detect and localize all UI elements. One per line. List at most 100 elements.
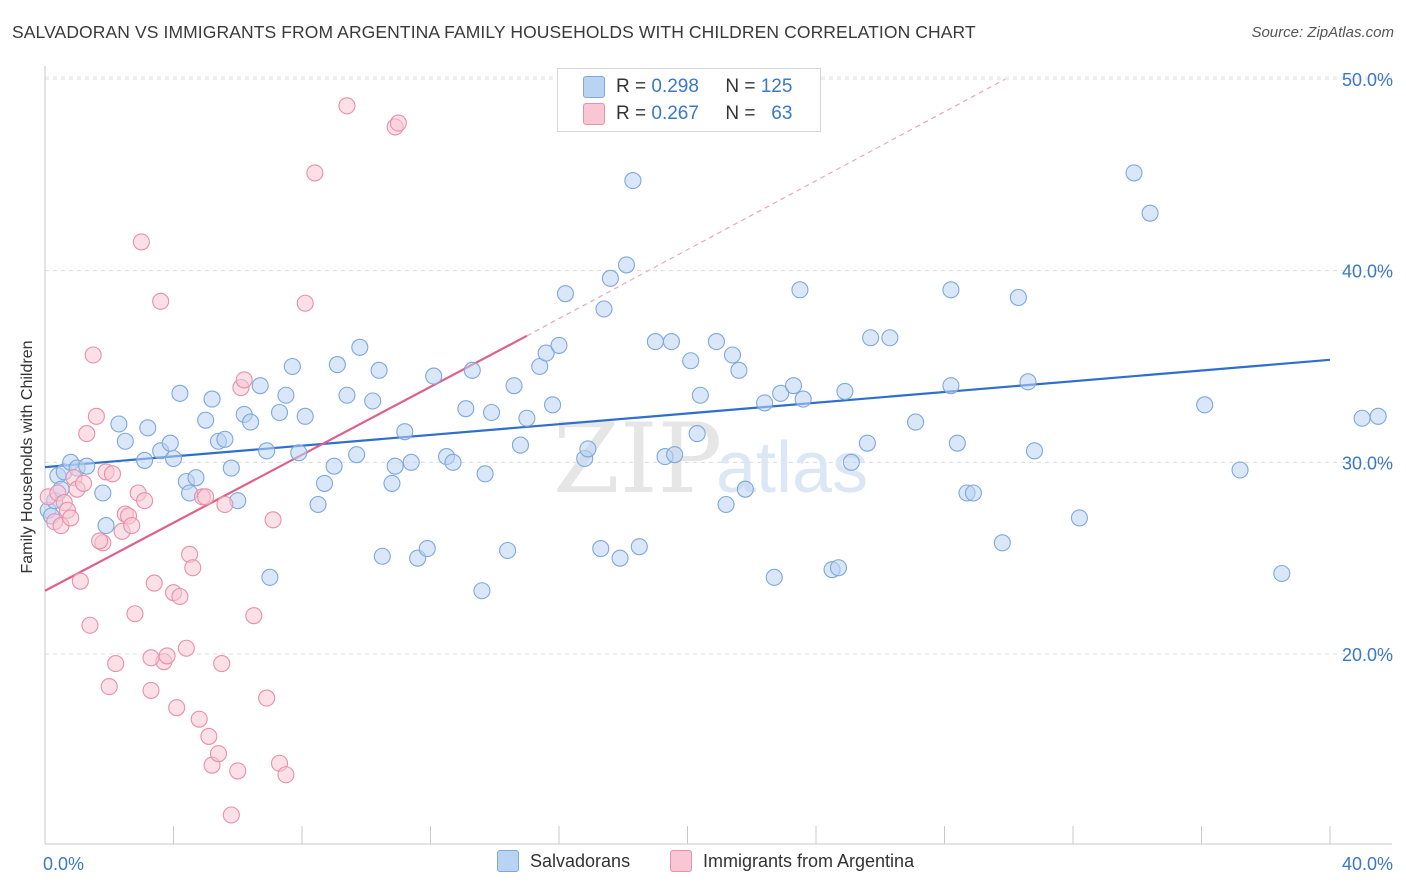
salvadoran-point (270, 403, 289, 422)
salvadoran-point (161, 434, 179, 452)
legend-label-argentina: Immigrants from Argentina (703, 850, 915, 871)
salvadoran-point (858, 434, 876, 452)
legend-swatch-salvadorans (497, 850, 519, 872)
source-label: Source: ZipAtlas.com (1251, 24, 1394, 41)
argentina-point (200, 727, 218, 745)
salvadoran-point (370, 361, 388, 379)
salvadoran-point (1273, 564, 1291, 583)
salvadoran-point (646, 333, 664, 351)
correlation-legend: R = 0.298 N = 125 R = 0.267 N = 63 (557, 68, 821, 132)
argentina-point (277, 766, 295, 784)
salvadoran-point (473, 582, 491, 600)
argentina-point (126, 605, 144, 623)
salvadoran-point (94, 484, 112, 502)
salvadoran-point (499, 541, 517, 560)
salvadoran-point (476, 465, 494, 483)
tick-labels: 20.0% 30.0% 40.0% 50.0% 0.0% 40.0% (43, 70, 1393, 874)
salvadoran-point (386, 457, 404, 475)
salvadoran-point (765, 568, 783, 586)
salvadoran-point (139, 419, 157, 437)
argentina-point (197, 488, 215, 506)
salvadoran-point (171, 384, 189, 402)
y-tick-label: 40.0% (1342, 262, 1393, 282)
salvadoran-point (723, 346, 742, 364)
salvadoran-point (296, 407, 314, 425)
salvadoran-point (1019, 373, 1037, 391)
gridlines (45, 76, 1392, 655)
argentina-point (258, 689, 276, 707)
salvadoran-point (691, 386, 709, 404)
salvadoran-point (907, 413, 925, 431)
salvadoran-point (794, 390, 812, 408)
argentina-point (296, 294, 314, 312)
salvadoran-point (579, 440, 597, 458)
argentina-point (142, 649, 160, 667)
salvadoran-point (993, 534, 1011, 552)
salvadoran-point (444, 453, 462, 471)
argentina-point (81, 616, 99, 634)
salvadoran-point (624, 172, 642, 190)
salvadoran-point (315, 474, 334, 492)
argentina-point (123, 517, 141, 535)
salvadoran-point (197, 411, 215, 429)
r-label: R = (616, 76, 647, 97)
salvadoran-point (505, 377, 523, 395)
salvadoran-point (682, 352, 700, 370)
salvadoran-point (78, 457, 96, 475)
legend-item-salvadorans: Salvadorans (497, 850, 630, 872)
salvadoran-point (216, 430, 234, 448)
salvadoran-point (258, 442, 276, 460)
salvadoran-point (707, 333, 725, 351)
salvadoran-point (964, 484, 982, 502)
salvadoran-point (1196, 396, 1214, 414)
salvadoran-point (290, 444, 308, 462)
series-legend: Salvadorans Immigrants from Argentina (0, 850, 1406, 880)
salvadoran-point (242, 413, 260, 431)
salvadoran-point (1009, 288, 1027, 307)
argentina-point (213, 655, 231, 673)
r-value-argentina: 0.267 (651, 103, 699, 124)
salvadoran-point (283, 357, 301, 376)
salvadoran-point (1369, 407, 1387, 425)
salvadoran-point (948, 434, 966, 452)
argentina-point (62, 509, 80, 527)
salvadoran-point (730, 361, 748, 379)
salvadoran-point (383, 474, 401, 492)
salvadoran-point (601, 269, 619, 287)
salvadoran-point (203, 390, 221, 408)
y-tick-label: 50.0% (1342, 70, 1393, 90)
legend-swatch-argentina (583, 103, 605, 125)
salvadoran-point (373, 547, 391, 565)
salvadoran-point (222, 459, 240, 477)
salvadoran-point (402, 453, 420, 471)
salvadoran-point (518, 409, 536, 427)
salvadoran-point (482, 403, 501, 422)
salvadoran-point (364, 392, 382, 410)
series-salvadorans (39, 164, 1387, 600)
salvadoran-point (556, 285, 574, 303)
salvadoran-point (791, 281, 809, 299)
argentina-point (87, 407, 105, 425)
argentina-point (306, 164, 324, 182)
salvadoran-point (772, 384, 790, 402)
salvadoran-point (617, 256, 636, 274)
x-tick-label-last: 40.0% (1342, 854, 1393, 874)
salvadoran-point (351, 338, 369, 356)
trend-line-argentina (44, 334, 528, 592)
salvadoran-point (736, 480, 754, 498)
argentina-point (91, 532, 109, 550)
salvadoran-point (116, 432, 134, 450)
salvadoran-point (862, 329, 880, 347)
salvadoran-point (396, 423, 414, 441)
salvadoran-point (717, 495, 735, 514)
argentina-point (145, 574, 163, 592)
salvadoran-point (842, 453, 860, 471)
salvadoran-point (136, 451, 154, 469)
y-tick-label: 20.0% (1342, 645, 1393, 665)
chart-title: SALVADORAN VS IMMIGRANTS FROM ARGENTINA … (12, 22, 976, 42)
y-tick-label: 30.0% (1342, 453, 1393, 473)
salvadoran-point (537, 344, 555, 362)
salvadoran-point (592, 540, 610, 558)
axes (44, 66, 1392, 845)
argentina-point (338, 97, 356, 115)
